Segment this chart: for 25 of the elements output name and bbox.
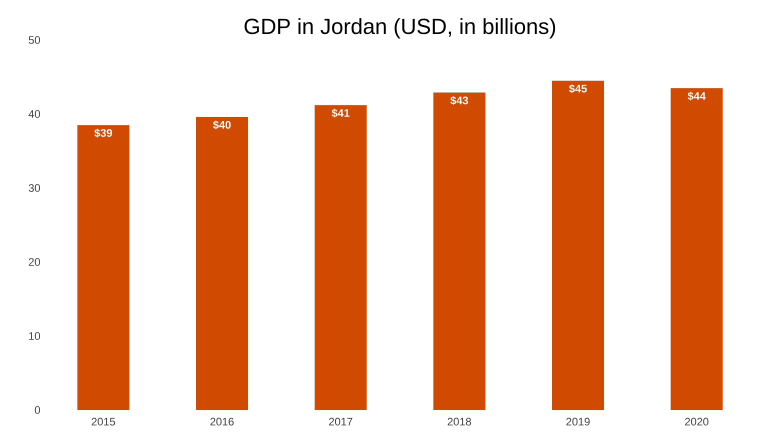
x-tick-label: 2020 bbox=[685, 418, 708, 426]
x-tick-label: 2015 bbox=[92, 418, 116, 426]
bar bbox=[314, 105, 367, 410]
y-tick-label: 0 bbox=[34, 406, 40, 414]
x-tick-label: 2016 bbox=[210, 418, 234, 426]
chart-title: GDP in Jordan (USD, in billions) bbox=[244, 18, 556, 38]
data-label: $41 bbox=[332, 108, 350, 118]
y-tick-label: 50 bbox=[28, 36, 40, 44]
data-label: $40 bbox=[213, 120, 231, 130]
y-tick-label: 30 bbox=[28, 184, 40, 192]
y-tick-label: 10 bbox=[29, 332, 40, 340]
data-label: $45 bbox=[569, 84, 587, 94]
bar bbox=[552, 80, 604, 410]
bar bbox=[433, 92, 486, 410]
x-tick-label: 2019 bbox=[566, 418, 590, 426]
data-label: $44 bbox=[688, 92, 706, 101]
bar bbox=[77, 125, 130, 410]
data-label: $43 bbox=[450, 96, 468, 106]
y-tick-label: 40 bbox=[28, 110, 40, 118]
data-label: $39 bbox=[94, 128, 112, 138]
x-tick-label: 2017 bbox=[329, 418, 352, 426]
bar bbox=[670, 88, 723, 410]
bar bbox=[196, 116, 248, 410]
y-tick-label: 20 bbox=[28, 258, 40, 266]
x-tick-label: 2018 bbox=[448, 418, 472, 426]
